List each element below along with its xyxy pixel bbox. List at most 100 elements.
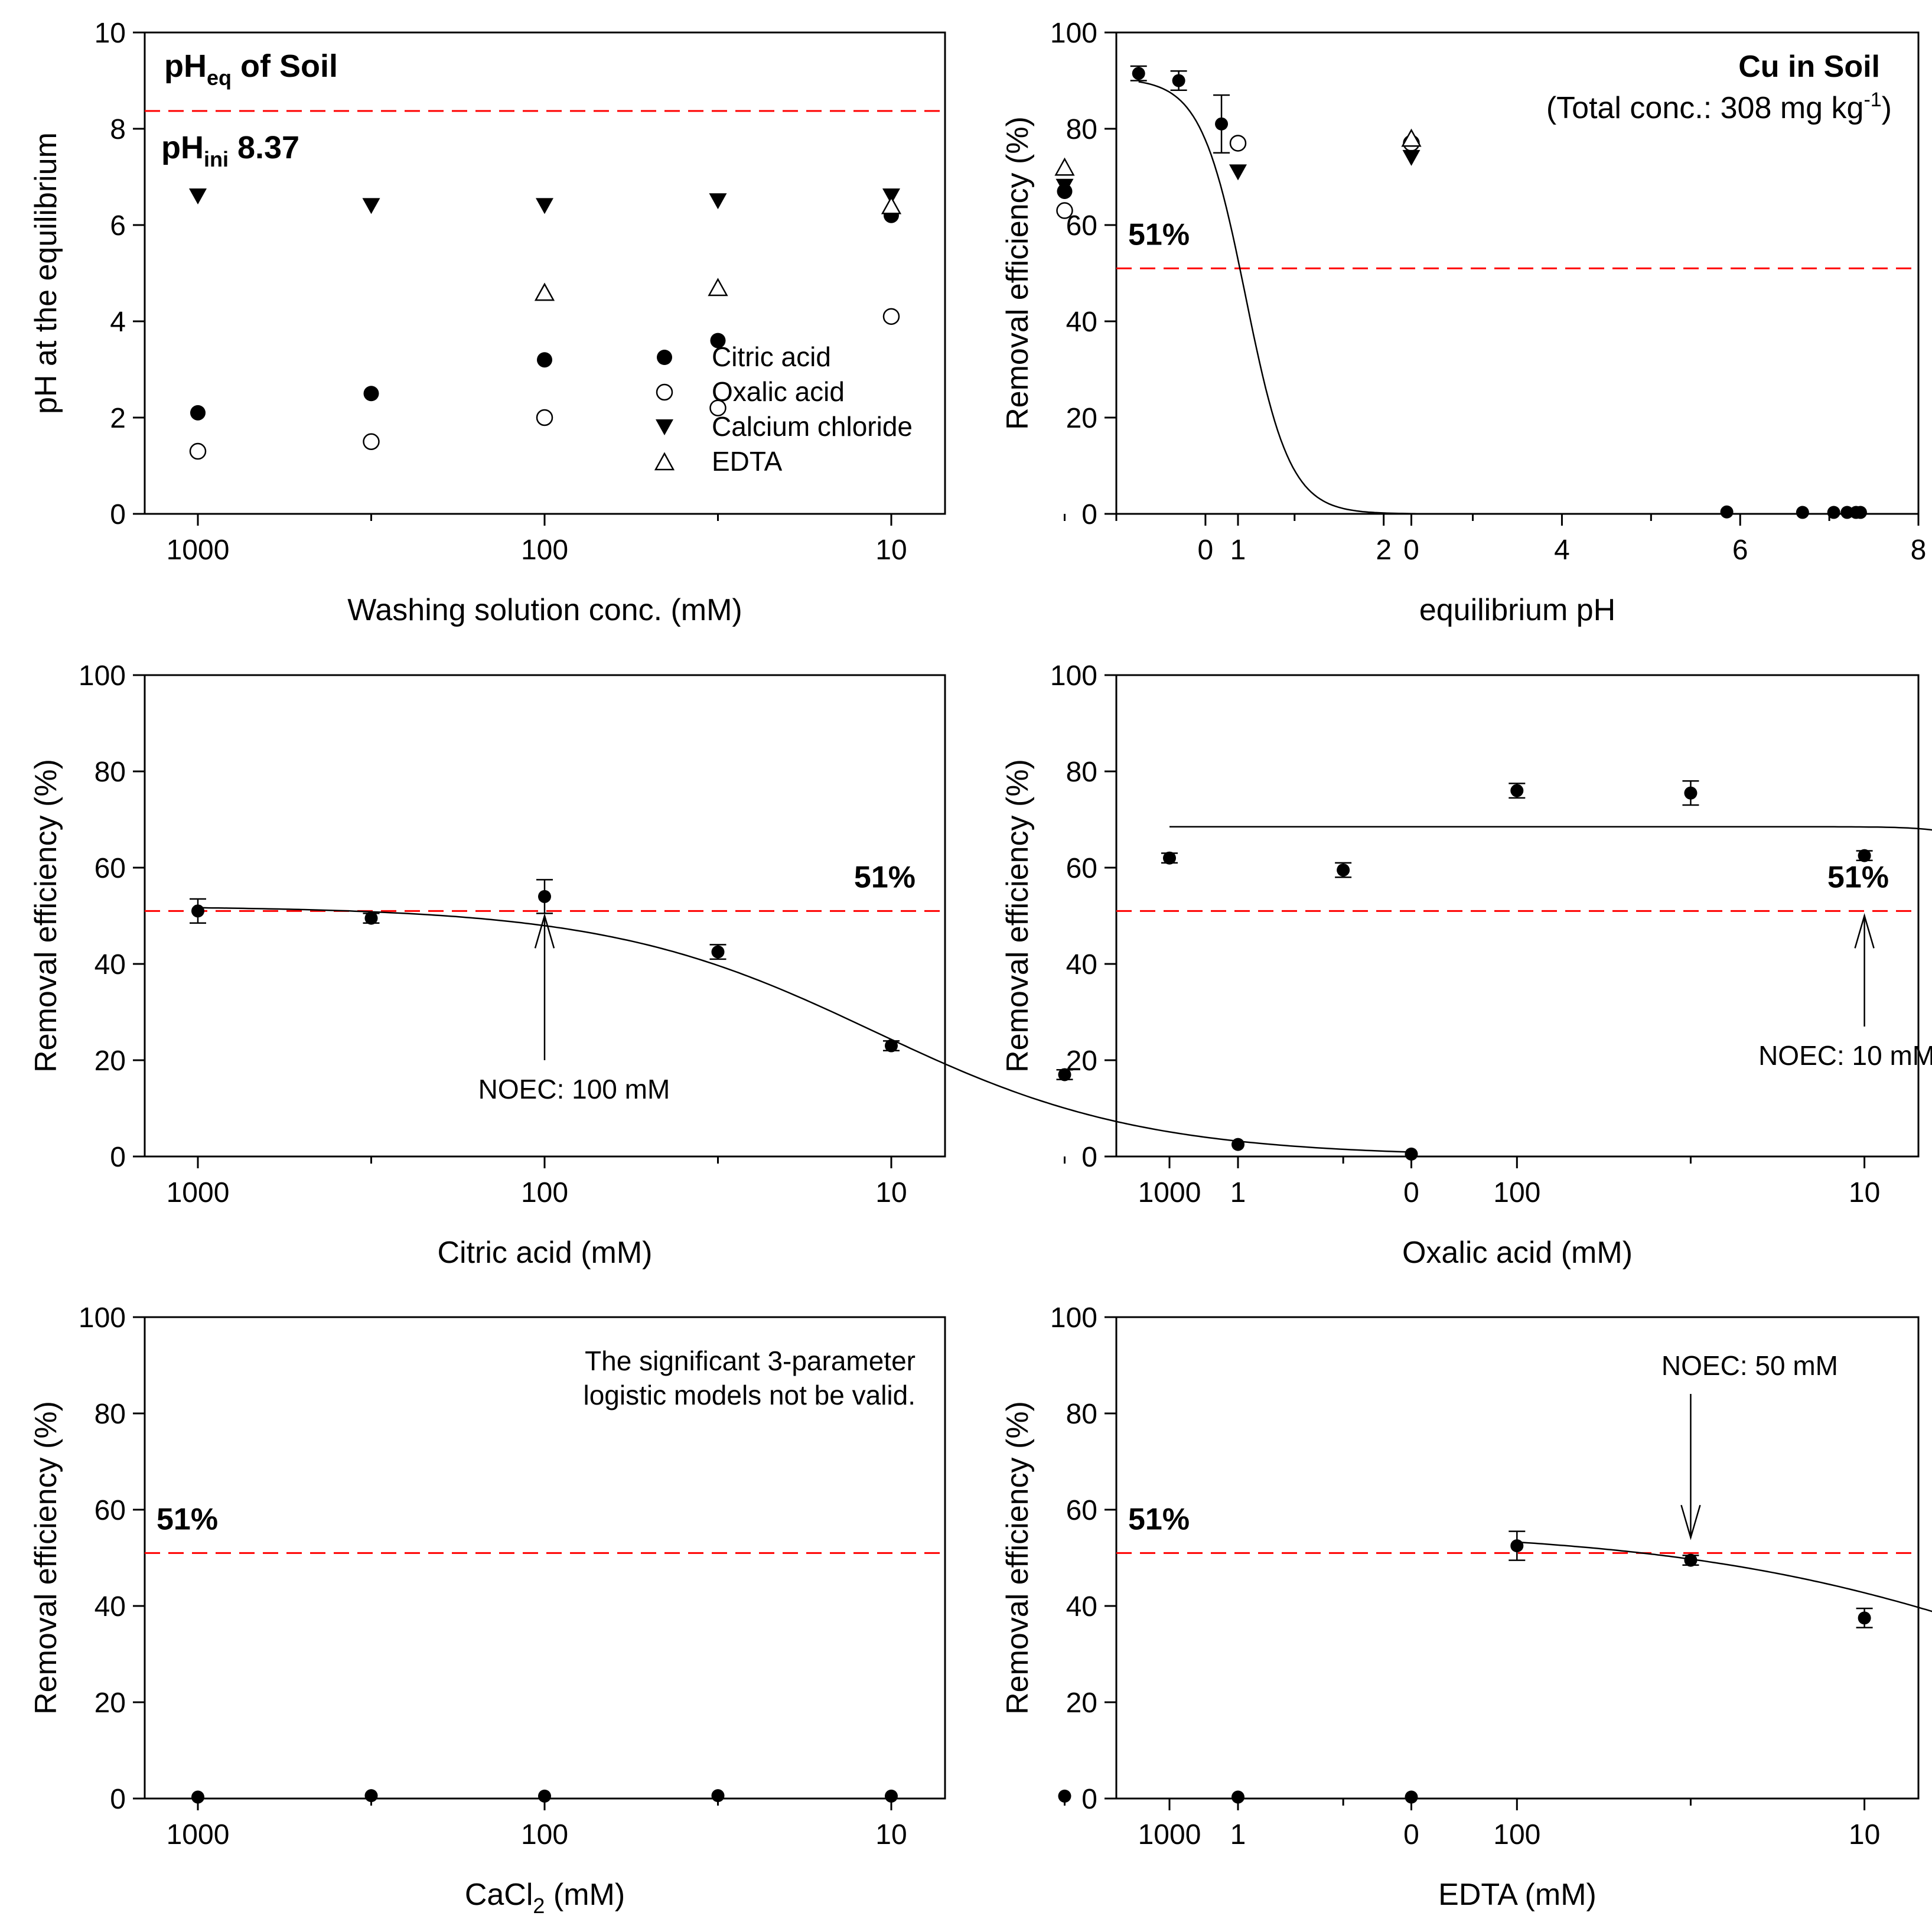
data-point [189, 442, 207, 460]
noec-arrowhead [534, 913, 555, 949]
note-text-line: logistic models not be valid. [583, 1380, 915, 1410]
y-tick-label: 60 [95, 1495, 126, 1526]
y-tick-label: 40 [1066, 307, 1097, 338]
data-point [881, 196, 902, 214]
chart-panel-4: 02040608010010001001010Oxalic acid (mM)R… [1001, 660, 1932, 1270]
x-tick-label: 0 [1403, 535, 1419, 566]
data-point [538, 890, 551, 903]
data-point [362, 198, 380, 214]
chart-title-main: pH [164, 48, 207, 84]
data-point [885, 1789, 898, 1803]
y-tick-label: 0 [110, 499, 126, 530]
x-axis-label-rest: (mM) [545, 1878, 625, 1912]
x-tick-label: 100 [521, 535, 568, 566]
legend-marker [654, 452, 675, 471]
data-point [1827, 506, 1840, 519]
reference-line-label: 51% [1128, 217, 1190, 252]
x-tick-label: 2 [1376, 535, 1392, 566]
x-tick-label: 100 [521, 1177, 568, 1208]
y-tick-label: 40 [1066, 1591, 1097, 1623]
annotation-main: pH [161, 130, 204, 165]
plot-frame [1115, 674, 1920, 1158]
data-point [536, 409, 553, 426]
x-tick-label: 10 [1849, 1819, 1880, 1850]
y-tick-label: 80 [1066, 114, 1097, 145]
y-tick-label: 0 [110, 1784, 126, 1815]
y-tick-label: 0 [1081, 1784, 1097, 1815]
x-tick-label: 1 [1230, 535, 1246, 566]
x-axis-label-sub: 2 [533, 1894, 545, 1918]
data-point [1405, 1790, 1418, 1804]
x-tick-label: 10 [1849, 1177, 1880, 1208]
noec-label: NOEC: 100 mM [478, 1074, 670, 1105]
data-point [1231, 1790, 1244, 1804]
data-point [885, 1039, 898, 1053]
data-point [1055, 178, 1074, 195]
y-tick-label: 20 [95, 1687, 126, 1719]
x-tick-label: 1000 [1138, 1819, 1201, 1850]
x-tick-label: 100 [521, 1819, 568, 1850]
y-tick-label: 0 [1081, 499, 1097, 530]
data-point [538, 1789, 551, 1803]
legend-label: Oxalic acid [712, 376, 845, 407]
data-point [710, 333, 726, 348]
data-point [191, 1790, 204, 1804]
x-tick-label: 1000 [167, 1819, 230, 1850]
data-point [708, 278, 728, 297]
x-tick-label: 1000 [1138, 1177, 1201, 1208]
data-point [189, 188, 207, 205]
y-tick-label: 100 [1050, 1302, 1097, 1334]
x-tick-label: 1 [1230, 1177, 1246, 1208]
data-point [1405, 1147, 1418, 1161]
data-point [1132, 67, 1145, 80]
chart-subtitle: (Total conc.: 308 mg kg-1) [1546, 89, 1892, 125]
x-tick-label: 0 [1403, 1819, 1419, 1850]
y-tick-label: 6 [110, 210, 126, 242]
y-tick-label: 20 [1066, 403, 1097, 434]
x-tick-label: 1 [1230, 1819, 1246, 1850]
data-point [1229, 135, 1247, 152]
y-tick-label: 80 [1066, 757, 1097, 788]
y-tick-label: 20 [95, 1045, 126, 1077]
y-tick-label: 10 [95, 18, 126, 49]
data-point [1401, 128, 1422, 147]
data-point [1054, 157, 1075, 176]
chart-title-sub: eq [207, 66, 232, 90]
data-point [1510, 784, 1524, 797]
y-axis-label: Removal efficiency (%) [29, 759, 63, 1073]
y-tick-label: 20 [1066, 1687, 1097, 1719]
x-tick-label: 4 [1554, 535, 1570, 566]
x-tick-label: 10 [875, 1177, 907, 1208]
data-point [709, 399, 726, 416]
y-tick-label: 60 [1066, 853, 1097, 884]
data-point [711, 945, 725, 959]
y-axis-label: pH at the equilibrium [29, 132, 63, 414]
chart-title: pHeq of Soil [164, 48, 338, 90]
y-tick-label: 60 [1066, 210, 1097, 242]
chart-subtitle-main: (Total conc.: 308 mg kg [1546, 91, 1864, 125]
fit-curve [197, 907, 1412, 1153]
data-point [191, 904, 204, 918]
data-point [1337, 864, 1350, 877]
data-point [1215, 117, 1229, 131]
data-point [1796, 506, 1809, 519]
legend-label: Citric acid [712, 341, 831, 372]
x-tick-label: 0 [1403, 1177, 1419, 1208]
y-tick-label: 60 [1066, 1495, 1097, 1526]
chart-title-rest: of Soil [232, 48, 338, 84]
x-axis-label: Citric acid (mM) [438, 1236, 653, 1270]
data-point [1058, 1068, 1071, 1081]
noec-arrowhead [1680, 1504, 1701, 1540]
data-point [1684, 1553, 1698, 1567]
y-tick-label: 0 [1081, 1142, 1097, 1173]
y-tick-label: 100 [79, 660, 126, 692]
data-point [364, 911, 378, 925]
y-tick-label: 100 [1050, 18, 1097, 49]
legend-marker [656, 383, 673, 401]
chart-subtitle-end: ) [1882, 91, 1892, 125]
data-point [1858, 1611, 1871, 1625]
